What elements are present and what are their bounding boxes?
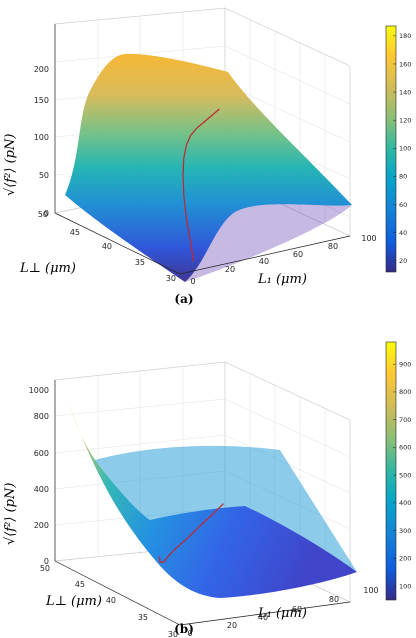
colorbar-tick-label: 200 bbox=[399, 555, 411, 563]
colorbar-tick-label: 20 bbox=[399, 257, 407, 265]
panel-b-z-ticks: 0 200 400 600 800 1000 bbox=[29, 386, 49, 566]
x-tick: 80 bbox=[329, 595, 339, 604]
x-tick: 60 bbox=[293, 250, 303, 259]
colorbar-tick-label: 600 bbox=[399, 444, 411, 452]
z-tick: 400 bbox=[34, 485, 49, 494]
panel-a-colorbar: 20 40 60 80 100 120 140 160 180 bbox=[385, 25, 411, 273]
x-tick: 80 bbox=[328, 242, 338, 251]
panel-b-ylabel: L⊥ (μm) bbox=[45, 594, 102, 609]
panel-b-y-ticks: 50 45 40 35 30 bbox=[40, 564, 178, 638]
panel-a-x-ticks: 0 20 40 60 80 100 bbox=[190, 234, 376, 286]
x-tick: 0 bbox=[190, 277, 195, 286]
colorbar-tick-label: 100 bbox=[399, 582, 411, 590]
colorbar-tick-label: 60 bbox=[399, 201, 407, 209]
panel-b: 0 200 400 600 800 1000 50 45 40 35 30 0 … bbox=[3, 341, 411, 638]
x-tick: 40 bbox=[259, 257, 269, 266]
colorbar-tick-label: 40 bbox=[399, 229, 407, 237]
x-tick: 100 bbox=[361, 234, 376, 243]
panel-b-surface bbox=[66, 396, 357, 598]
colorbar-tick-label: 80 bbox=[399, 173, 407, 181]
z-tick: 100 bbox=[34, 133, 49, 142]
x-tick: 100 bbox=[363, 586, 378, 595]
x-tick: 20 bbox=[225, 265, 235, 274]
z-tick: 800 bbox=[34, 412, 49, 421]
colorbar-tick-label: 100 bbox=[399, 145, 411, 153]
panel-a-surface bbox=[65, 53, 352, 283]
colorbar-tick-label: 140 bbox=[399, 88, 411, 96]
y-tick: 35 bbox=[135, 258, 145, 267]
z-tick: 0 bbox=[44, 209, 49, 218]
y-tick: 30 bbox=[168, 630, 178, 638]
panel-b-caption: (b) bbox=[174, 622, 194, 636]
panel-b-axes bbox=[54, 380, 351, 626]
z-tick: 1000 bbox=[29, 386, 49, 395]
colorbar-tick-label: 400 bbox=[399, 499, 411, 507]
y-tick: 40 bbox=[102, 242, 112, 251]
colorbar-tick-label: 180 bbox=[399, 32, 411, 40]
y-tick: 30 bbox=[166, 274, 176, 283]
panel-b-x-ticks: 0 20 40 60 80 100 bbox=[187, 586, 378, 638]
panel-a-zlabel: √⟨f²⟩ (pN) bbox=[3, 134, 18, 196]
z-tick: 200 bbox=[34, 65, 49, 74]
y-tick: 45 bbox=[70, 228, 80, 237]
y-tick: 35 bbox=[138, 613, 148, 622]
x-tick: 60 bbox=[292, 605, 302, 614]
panel-a-ylabel: L⊥ (μm) bbox=[19, 261, 76, 276]
x-tick: 20 bbox=[227, 621, 237, 630]
z-tick: 50 bbox=[39, 171, 49, 180]
x-tick: 0 bbox=[187, 629, 192, 638]
panel-a-xlabel: L₁ (μm) bbox=[257, 272, 307, 287]
y-tick: 40 bbox=[106, 596, 116, 605]
panel-b-curve bbox=[158, 503, 224, 563]
y-tick: 45 bbox=[75, 580, 85, 589]
panel-a-caption: (a) bbox=[174, 292, 193, 306]
colorbar-tick-label: 900 bbox=[399, 360, 411, 368]
colorbar-tick-label: 700 bbox=[399, 416, 411, 424]
y-tick: 50 bbox=[40, 564, 50, 573]
z-tick: 0 bbox=[44, 557, 49, 566]
colorbar-tick-label: 120 bbox=[399, 116, 411, 124]
panel-a: 0 50 100 150 200 50 45 40 35 30 0 20 40 … bbox=[3, 7, 411, 306]
z-tick: 150 bbox=[34, 96, 49, 105]
colorbar-tick-label: 500 bbox=[399, 471, 411, 479]
z-tick: 200 bbox=[34, 521, 49, 530]
colorbar-tick-label: 300 bbox=[399, 527, 411, 535]
panel-a-y-ticks: 50 45 40 35 30 bbox=[38, 210, 176, 283]
panel-b-colorbar: 100 200 300 400 500 600 700 800 900 bbox=[385, 341, 411, 601]
colorbar-tick-label: 800 bbox=[399, 388, 411, 396]
x-tick: 40 bbox=[258, 613, 268, 622]
z-tick: 600 bbox=[34, 449, 49, 458]
panel-b-zlabel: √⟨f²⟩ (pN) bbox=[3, 483, 18, 545]
colorbar-tick-label: 160 bbox=[399, 60, 411, 68]
y-tick: 50 bbox=[38, 210, 48, 219]
panel-b-xlabel: L₁ (μm) bbox=[257, 606, 307, 621]
panel-a-axes bbox=[54, 24, 351, 275]
panel-a-curve bbox=[182, 108, 220, 262]
panel-a-z-ticks: 0 50 100 150 200 bbox=[34, 65, 49, 218]
